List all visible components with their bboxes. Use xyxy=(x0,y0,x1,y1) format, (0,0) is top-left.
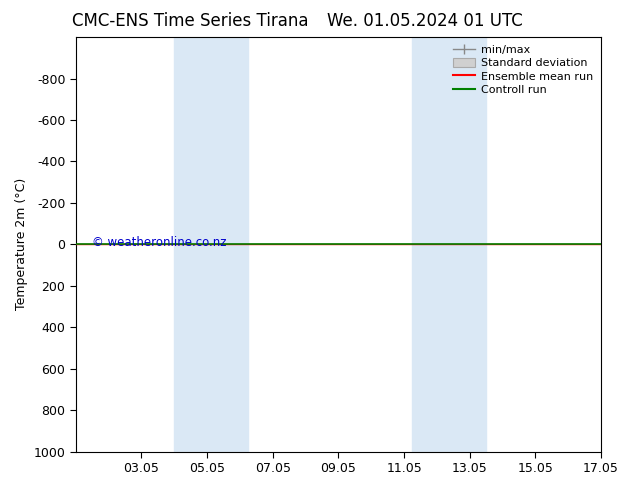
Y-axis label: Temperature 2m (°C): Temperature 2m (°C) xyxy=(15,178,28,311)
Text: CMC-ENS Time Series Tirana: CMC-ENS Time Series Tirana xyxy=(72,12,309,30)
Legend: min/max, Standard deviation, Ensemble mean run, Controll run: min/max, Standard deviation, Ensemble me… xyxy=(451,43,595,97)
Text: We. 01.05.2024 01 UTC: We. 01.05.2024 01 UTC xyxy=(327,12,522,30)
Bar xyxy=(412,37,486,452)
Bar xyxy=(174,37,248,452)
Text: © weatheronline.co.nz: © weatheronline.co.nz xyxy=(91,236,226,249)
